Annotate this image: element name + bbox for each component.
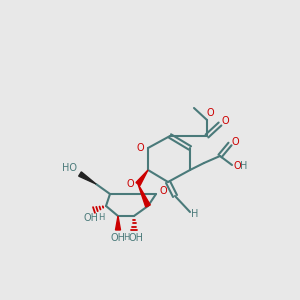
Polygon shape: [116, 216, 121, 230]
Polygon shape: [138, 184, 150, 207]
Text: H: H: [98, 214, 104, 223]
Text: HO: HO: [62, 163, 77, 173]
Text: OH: OH: [110, 233, 125, 243]
Text: O: O: [221, 116, 229, 126]
Text: OH: OH: [83, 213, 98, 223]
Text: O: O: [206, 108, 214, 118]
Polygon shape: [79, 172, 96, 184]
Text: O: O: [231, 137, 239, 147]
Polygon shape: [136, 170, 148, 185]
Text: H: H: [240, 161, 248, 171]
Text: H: H: [123, 233, 129, 242]
Text: H: H: [191, 209, 199, 219]
Text: OH: OH: [128, 233, 143, 243]
Text: O: O: [159, 186, 167, 196]
Text: O: O: [126, 179, 134, 189]
Text: O: O: [233, 161, 241, 171]
Text: O: O: [136, 143, 144, 153]
